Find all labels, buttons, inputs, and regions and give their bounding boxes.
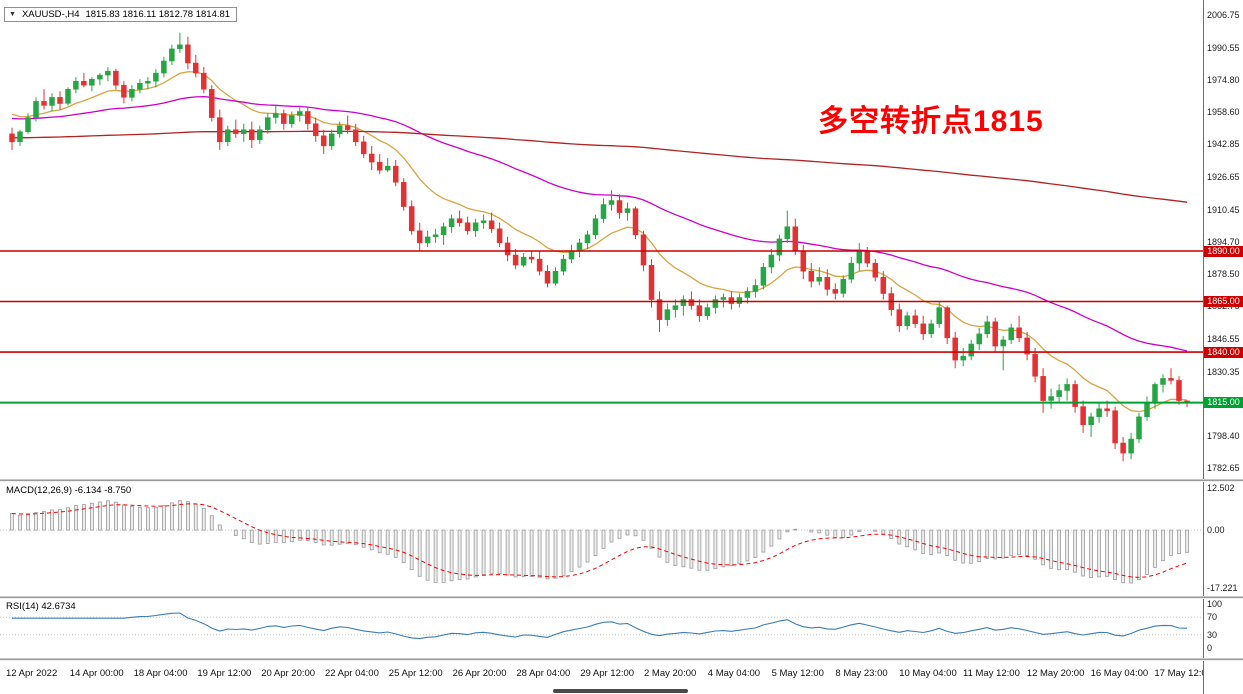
- price-tag-1840.00: 1840.00: [1204, 346, 1243, 358]
- time-axis-label: 2 May 20:00: [644, 668, 697, 679]
- rsi-axis-label: 0: [1207, 643, 1213, 653]
- ma-fast-orange: [11, 71, 1188, 413]
- price-chart-pane[interactable]: [0, 0, 1203, 479]
- rsi-axis-label: 70: [1207, 612, 1218, 623]
- chart-ohlc-label: 1815.83 1816.11 1812.78 1814.81: [85, 9, 231, 20]
- bottom-scrollbar: [0, 686, 1243, 694]
- price-axis-label: 1926.65: [1207, 171, 1240, 182]
- price-axis-label: 1798.40: [1207, 431, 1240, 442]
- price-axis-label: 1974.80: [1207, 74, 1240, 85]
- price-tag-1815.00: 1815.00: [1204, 397, 1243, 409]
- price-axis-label: 1782.65: [1207, 463, 1240, 473]
- macd-signal-line: [11, 503, 1188, 578]
- macd-axis-label: 0.00: [1207, 525, 1225, 536]
- time-axis-label: 12 May 20:00: [1026, 668, 1085, 679]
- ma-mid-magenta: [11, 95, 1188, 352]
- time-axis-label: 19 Apr 12:00: [197, 668, 252, 679]
- macd-pane[interactable]: [0, 482, 1203, 596]
- rsi-axis-label: 100: [1207, 599, 1223, 609]
- time-axis-label: 17 May 12:00: [1154, 668, 1212, 679]
- time-axis-label: 11 May 12:00: [963, 668, 1020, 679]
- time-axis-border: [0, 658, 1243, 661]
- pane-splitter-rsi[interactable]: [0, 596, 1243, 599]
- macd-indicator-label: MACD(12,26,9) -6.134 -8.750: [6, 485, 132, 496]
- time-axis-label: 4 May 04:00: [707, 668, 761, 679]
- time-axis-label: 5 May 12:00: [771, 668, 824, 679]
- rsi-indicator-label: RSI(14) 42.6734: [6, 601, 76, 612]
- time-axis-label: 12 Apr 2022: [6, 668, 58, 679]
- time-axis-label: 16 May 04:00: [1090, 668, 1149, 679]
- horizontal-scrollbar-thumb[interactable]: [553, 689, 688, 693]
- ma-slow-darkred: [12, 130, 1188, 203]
- time-axis-label: 29 Apr 12:00: [580, 668, 635, 679]
- time-axis-label: 20 Apr 20:00: [261, 668, 316, 679]
- price-tag-1890.00: 1890.00: [1204, 245, 1243, 257]
- time-axis-label: 22 Apr 04:00: [325, 668, 379, 679]
- time-axis-label: 26 Apr 20:00: [452, 668, 507, 679]
- time-axis-label: 18 Apr 04:00: [133, 668, 188, 679]
- chart-text-annotation[interactable]: 多空转折点1815: [818, 105, 1044, 138]
- time-axis-label: 25 Apr 12:00: [388, 668, 443, 679]
- price-axis-label: 1942.85: [1207, 139, 1240, 150]
- rsi-pane[interactable]: [0, 599, 1203, 658]
- price-axis-label: 1878.50: [1207, 269, 1240, 280]
- chart-title-box: ▼ XAUUSD-,H4 1815.83 1816.11 1812.78 181…: [4, 7, 238, 22]
- price-tag-1865.00: 1865.00: [1204, 296, 1243, 308]
- price-axis-label: 1894.70: [1207, 236, 1240, 247]
- price-axis-label: 1910.45: [1207, 204, 1240, 215]
- time-axis-label: 8 May 23:00: [835, 668, 888, 679]
- price-axis-label: 1846.55: [1207, 333, 1240, 344]
- pane-splitter-macd[interactable]: [0, 479, 1243, 482]
- macd-axis-label: -17.221: [1207, 583, 1238, 593]
- price-axis-label: 1990.55: [1207, 42, 1240, 53]
- price-axis-label: 1958.60: [1207, 107, 1240, 118]
- time-axis[interactable]: 12 Apr 2022 14 Apr 00:00 18 Apr 04:00 19 Ap…: [0, 661, 1243, 686]
- time-axis-label: 28 Apr 04:00: [516, 668, 571, 679]
- rsi-line: [12, 612, 1188, 640]
- rsi-axis-label: 30: [1207, 629, 1218, 640]
- macd-histogram: [10, 500, 1189, 584]
- chart-symbol-label: XAUUSD-,H4: [21, 9, 80, 20]
- price-axis-label: 1830.35: [1207, 366, 1240, 377]
- macd-axis-label: 12.502: [1207, 483, 1235, 493]
- candles-layer: [9, 32, 1190, 462]
- time-axis-label: 10 May 04:00: [899, 668, 957, 679]
- one-click-trading-toggle-icon[interactable]: ▼: [9, 11, 16, 18]
- price-axis-label: 2006.75: [1207, 10, 1240, 20]
- price-axis[interactable]: 2006.75 1990.55 1974.80 1958.60 1942.85 1926.…: [1203, 0, 1243, 694]
- time-axis-label: 14 Apr 00:00: [69, 668, 124, 679]
